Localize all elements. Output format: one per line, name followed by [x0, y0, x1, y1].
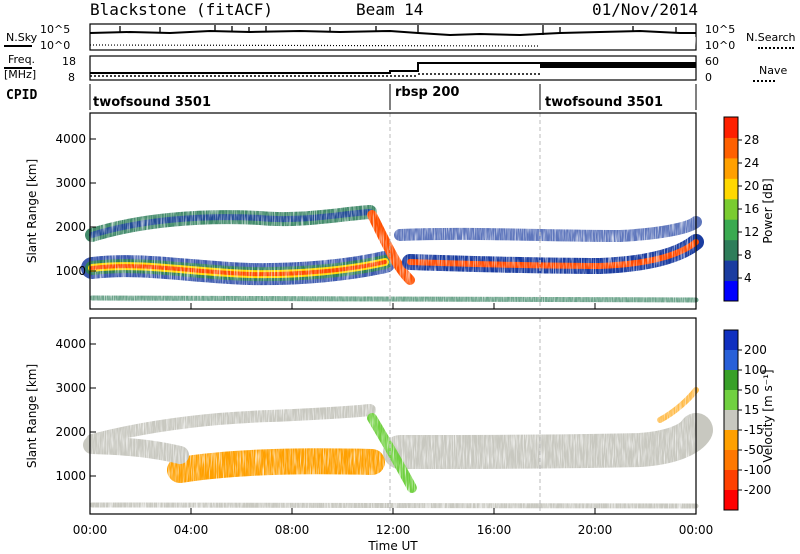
velocity-ytick-3000: 3000: [55, 381, 86, 395]
velocity-colorbar-label: Velocity [m s⁻¹]: [761, 369, 775, 462]
velocity-colorbar-tick: 100: [744, 363, 767, 377]
velocity-colorbar-cell: [724, 350, 738, 371]
power-colorbar-cell: [724, 280, 738, 302]
nsky-tick-bottom: 10^0: [40, 39, 70, 52]
velocity-colorbar-cell: [724, 490, 738, 511]
power-colorbar-label: Power [dB]: [761, 178, 775, 243]
nsky-spikes: [119, 25, 677, 35]
power-ytick-1000: 1000: [55, 264, 86, 278]
power-ytick-2000: 2000: [55, 220, 86, 234]
time-tick: 08:00: [275, 523, 310, 537]
power-colorbar-cell: [724, 260, 738, 282]
freq-panel: 18 8 60 0: [62, 55, 719, 84]
nsearch-tick-bottom: 10^0: [705, 39, 735, 52]
nsky-panel: 10^5 10^0 10^5 10^0: [40, 23, 735, 52]
velocity-colorbar-tick: -15: [744, 423, 764, 437]
nsearch-trace: [89, 44, 541, 47]
nave-label: Nave: [759, 64, 788, 77]
power-colorbar-cell: [724, 198, 738, 220]
velocity-colorbar-cell: [724, 370, 738, 391]
time-tick: 00:00: [73, 523, 108, 537]
time-tick: 00:00: [679, 523, 714, 537]
nsky-label: N.Sky: [6, 31, 38, 44]
freq-tick-top: 18: [62, 55, 76, 68]
nave-legend-line: [753, 80, 775, 82]
power-colorbar-tick: 4: [744, 271, 752, 285]
cpid-segment-2: rbsp 200: [395, 85, 459, 100]
nave-block: [540, 64, 696, 68]
power-colorbar-cell: [724, 117, 738, 138]
velocity-colorbar-cell: [724, 450, 738, 471]
power-colorbar-tick: 16: [744, 202, 759, 216]
cpid-label: CPID: [6, 88, 38, 103]
nsearch-tick-top: 10^5: [705, 23, 735, 36]
cpid-segment-1: twofsound 3501: [93, 95, 211, 110]
power-colorbar: 4 8 12 16 20 24 28: [723, 116, 759, 302]
power-ytick-3000: 3000: [55, 176, 86, 190]
cpid-segment-3: twofsound 3501: [545, 95, 663, 110]
freq-legend-line: [4, 67, 32, 69]
power-colorbar-cell: [724, 239, 738, 261]
freq-tick-bottom: 8: [68, 71, 75, 84]
power-colorbar-tick: 24: [744, 156, 759, 170]
time-tick: 20:00: [578, 523, 613, 537]
freq-unit-label: [MHz]: [4, 68, 37, 81]
velocity-colorbar-tick: -200: [744, 483, 771, 497]
time-axis: 00:00 04:00 08:00 12:00 16:00 20:00 00:00: [73, 303, 714, 537]
velocity-colorbar-cell: [724, 470, 738, 491]
velocity-colorbar-cell: [724, 430, 738, 451]
time-axis-label: Time UT: [367, 539, 418, 553]
time-tick: 16:00: [477, 523, 512, 537]
velocity-ylabel: Slant Range [km]: [25, 364, 39, 468]
freq-label: Freq.: [8, 53, 36, 66]
velocity-ytick-1000: 1000: [55, 469, 86, 483]
cpid-row: twofsound 3501 rbsp 200 twofsound 3501: [89, 84, 697, 110]
velocity-colorbar-tick: -50: [744, 443, 764, 457]
velocity-panel: 1000 2000 3000 4000 Slant Range [km] 200…: [25, 303, 775, 553]
velocity-colorbar-tick: 50: [744, 383, 759, 397]
power-panel: 1000 2000 3000 4000 Slant Range [km] 4 8 1…: [25, 112, 775, 310]
nsky-legend-line: [4, 45, 32, 47]
nave-tick-top: 60: [705, 55, 719, 68]
velocity-ytick-4000: 4000: [55, 337, 86, 351]
power-ylabel: Slant Range [km]: [25, 159, 39, 263]
velocity-colorbar-tick: -100: [744, 463, 771, 477]
velocity-colorbar-tick: 15: [744, 403, 759, 417]
nsky-tick-top: 10^5: [40, 23, 70, 36]
station-title: Blackstone (fitACF): [90, 0, 274, 19]
power-colorbar-cell: [724, 178, 738, 200]
power-colorbar-tick: 8: [744, 248, 752, 262]
nsearch-label: N.Search: [746, 31, 796, 44]
freq-trace: [90, 62, 696, 74]
velocity-colorbar-tick: 200: [744, 343, 767, 357]
date-label: 01/Nov/2014: [592, 0, 698, 19]
power-ytick-4000: 4000: [55, 132, 86, 146]
power-y-axis: 1000 2000 3000 4000: [55, 132, 96, 278]
power-colorbar-tick: 12: [744, 225, 759, 239]
time-tick: 12:00: [376, 523, 411, 537]
beam-label: Beam 14: [356, 0, 424, 19]
velocity-y-axis: 1000 2000 3000 4000: [55, 337, 96, 483]
power-colorbar-cell: [724, 137, 738, 159]
velocity-colorbar-cell: [724, 390, 738, 411]
velocity-colorbar-cell: [724, 330, 738, 351]
power-colorbar-cell: [724, 219, 738, 241]
nsearch-scatter: [540, 37, 696, 47]
velocity-colorbar: 200 100 50 15 -15 -50 -100 -200: [723, 329, 771, 511]
power-colorbar-tick: 28: [744, 133, 759, 147]
time-tick: 04:00: [174, 523, 209, 537]
power-colorbar-cell: [724, 157, 738, 179]
power-colorbar-tick: 20: [744, 179, 759, 193]
nsearch-legend-line: [758, 47, 794, 49]
velocity-colorbar-cell: [724, 410, 738, 431]
velocity-ytick-2000: 2000: [55, 425, 86, 439]
nave-tick-bottom: 0: [705, 71, 712, 84]
